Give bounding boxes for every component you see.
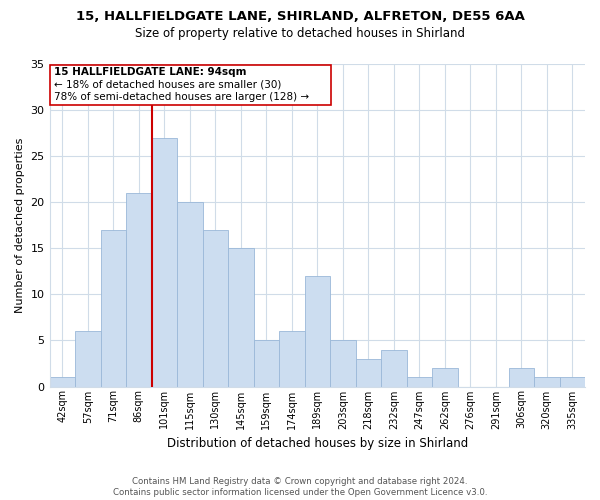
Bar [305, 276, 330, 386]
Text: 78% of semi-detached houses are larger (128) →: 78% of semi-detached houses are larger (… [54, 92, 309, 102]
Bar [203, 230, 228, 386]
Bar [356, 359, 381, 386]
Bar [560, 378, 585, 386]
Bar [330, 340, 356, 386]
Text: ← 18% of detached houses are smaller (30): ← 18% of detached houses are smaller (30… [54, 80, 281, 90]
X-axis label: Distribution of detached houses by size in Shirland: Distribution of detached houses by size … [167, 437, 468, 450]
Bar [228, 248, 254, 386]
Bar [432, 368, 458, 386]
Text: Size of property relative to detached houses in Shirland: Size of property relative to detached ho… [135, 28, 465, 40]
Text: 15, HALLFIELDGATE LANE, SHIRLAND, ALFRETON, DE55 6AA: 15, HALLFIELDGATE LANE, SHIRLAND, ALFRET… [76, 10, 524, 23]
Bar [177, 202, 203, 386]
Bar [254, 340, 279, 386]
Y-axis label: Number of detached properties: Number of detached properties [15, 138, 25, 313]
Bar [279, 331, 305, 386]
Bar [152, 138, 177, 386]
Text: Contains HM Land Registry data © Crown copyright and database right 2024.: Contains HM Land Registry data © Crown c… [132, 477, 468, 486]
Bar [75, 331, 101, 386]
Text: 15 HALLFIELDGATE LANE: 94sqm: 15 HALLFIELDGATE LANE: 94sqm [54, 67, 247, 77]
Bar [534, 378, 560, 386]
Bar [126, 193, 152, 386]
Bar [50, 378, 75, 386]
Text: Contains public sector information licensed under the Open Government Licence v3: Contains public sector information licen… [113, 488, 487, 497]
Bar [101, 230, 126, 386]
FancyBboxPatch shape [50, 65, 331, 106]
Bar [381, 350, 407, 387]
Bar [509, 368, 534, 386]
Bar [407, 378, 432, 386]
